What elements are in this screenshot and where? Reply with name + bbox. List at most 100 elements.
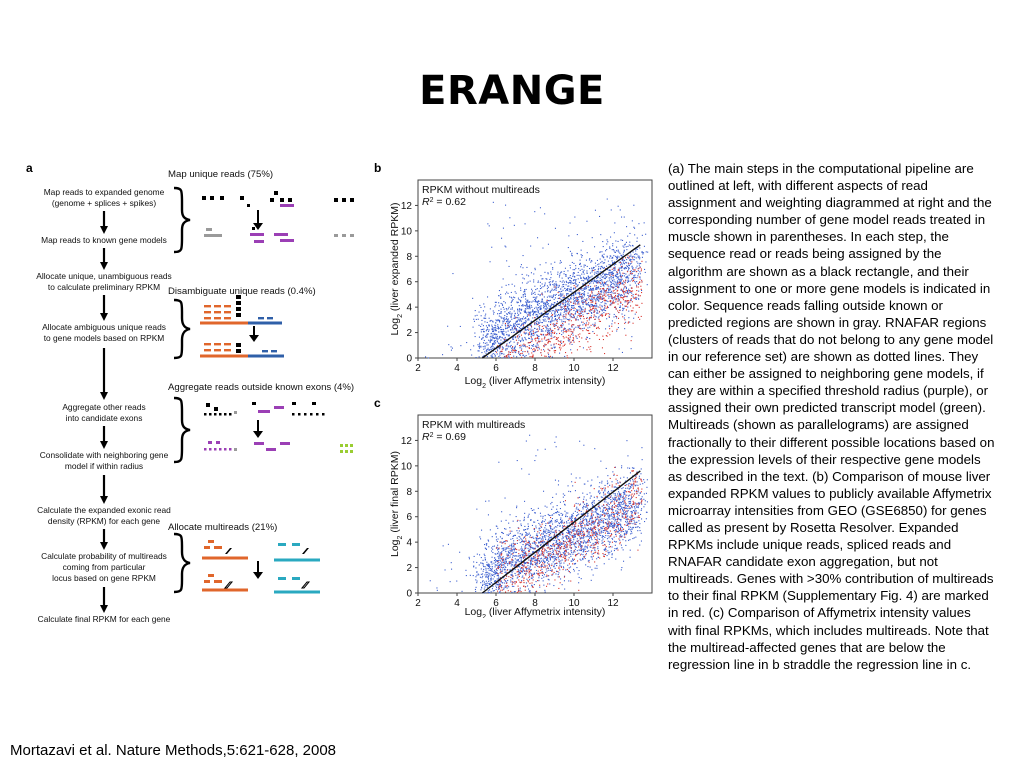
data-point bbox=[597, 491, 599, 493]
data-point bbox=[544, 591, 546, 593]
data-point bbox=[554, 311, 556, 313]
data-point bbox=[532, 558, 534, 560]
data-point bbox=[532, 296, 534, 298]
data-point bbox=[496, 570, 498, 572]
data-point bbox=[516, 331, 518, 333]
data-point bbox=[572, 331, 574, 333]
data-point bbox=[612, 271, 614, 273]
data-point bbox=[585, 542, 587, 544]
data-point bbox=[623, 513, 625, 515]
data-point bbox=[616, 274, 618, 276]
data-point bbox=[602, 283, 604, 285]
data-point bbox=[541, 330, 543, 332]
data-point bbox=[635, 250, 637, 252]
data-point bbox=[585, 505, 587, 507]
data-point bbox=[584, 310, 586, 312]
data-point bbox=[540, 312, 542, 314]
read-glyph bbox=[274, 406, 284, 409]
data-point bbox=[592, 307, 594, 309]
data-point bbox=[629, 486, 631, 488]
data-point bbox=[630, 299, 632, 301]
data-point bbox=[544, 285, 546, 287]
read-glyph bbox=[252, 402, 256, 405]
data-point bbox=[582, 537, 584, 539]
data-point bbox=[495, 568, 497, 570]
data-point bbox=[605, 328, 607, 330]
data-point bbox=[528, 305, 530, 307]
data-point bbox=[600, 526, 602, 528]
data-point bbox=[602, 531, 604, 533]
data-point bbox=[537, 330, 539, 332]
data-point bbox=[578, 301, 580, 303]
data-point bbox=[501, 551, 503, 553]
data-point bbox=[502, 566, 504, 568]
data-point bbox=[580, 549, 582, 551]
data-point bbox=[631, 336, 633, 338]
data-point bbox=[511, 307, 513, 309]
data-point bbox=[579, 310, 581, 312]
data-point bbox=[632, 268, 634, 270]
data-point bbox=[567, 300, 569, 302]
data-point bbox=[589, 536, 591, 538]
data-point bbox=[574, 300, 576, 302]
data-point bbox=[557, 546, 559, 548]
data-point bbox=[561, 326, 563, 328]
data-point bbox=[577, 300, 579, 302]
data-point bbox=[545, 301, 547, 303]
data-point bbox=[609, 284, 611, 286]
data-point bbox=[635, 293, 637, 295]
data-point bbox=[625, 241, 627, 243]
data-point bbox=[565, 275, 567, 277]
data-point bbox=[534, 554, 536, 556]
data-point bbox=[505, 284, 507, 286]
data-point bbox=[625, 296, 627, 298]
data-point bbox=[599, 534, 601, 536]
data-point bbox=[596, 327, 598, 329]
data-point bbox=[524, 329, 526, 331]
data-point bbox=[546, 288, 548, 290]
data-point bbox=[528, 328, 530, 330]
data-point bbox=[493, 338, 495, 340]
read-glyph bbox=[258, 317, 264, 320]
data-point bbox=[593, 297, 595, 299]
data-point bbox=[638, 267, 640, 269]
data-point bbox=[628, 482, 630, 484]
data-point bbox=[581, 537, 583, 539]
data-point bbox=[549, 515, 551, 517]
data-point bbox=[588, 318, 590, 320]
data-point bbox=[531, 293, 533, 295]
data-point bbox=[598, 531, 600, 533]
data-point bbox=[620, 508, 622, 510]
data-point bbox=[586, 252, 588, 254]
data-point bbox=[611, 323, 613, 325]
data-point bbox=[519, 336, 521, 338]
data-point bbox=[534, 338, 536, 340]
data-point bbox=[560, 302, 562, 304]
data-point bbox=[575, 297, 577, 299]
data-point bbox=[554, 288, 556, 290]
data-point bbox=[584, 524, 586, 526]
data-point bbox=[524, 512, 526, 514]
data-point bbox=[490, 561, 492, 563]
data-point bbox=[594, 271, 596, 273]
data-point bbox=[499, 357, 501, 359]
data-point bbox=[619, 275, 621, 277]
data-point bbox=[597, 271, 599, 273]
data-point bbox=[625, 279, 627, 281]
data-point bbox=[538, 325, 540, 327]
data-point bbox=[483, 303, 485, 305]
data-point bbox=[529, 308, 531, 310]
data-point bbox=[486, 584, 488, 586]
data-point bbox=[581, 532, 583, 534]
read-glyph bbox=[322, 413, 325, 416]
data-point bbox=[585, 329, 587, 331]
data-point bbox=[487, 539, 489, 541]
data-point bbox=[620, 493, 622, 495]
data-point bbox=[485, 569, 487, 571]
multiread-glyph bbox=[302, 548, 309, 554]
data-point bbox=[555, 310, 557, 312]
data-point bbox=[572, 523, 574, 525]
data-point bbox=[481, 352, 483, 354]
data-point bbox=[605, 518, 607, 520]
data-point bbox=[527, 301, 529, 303]
